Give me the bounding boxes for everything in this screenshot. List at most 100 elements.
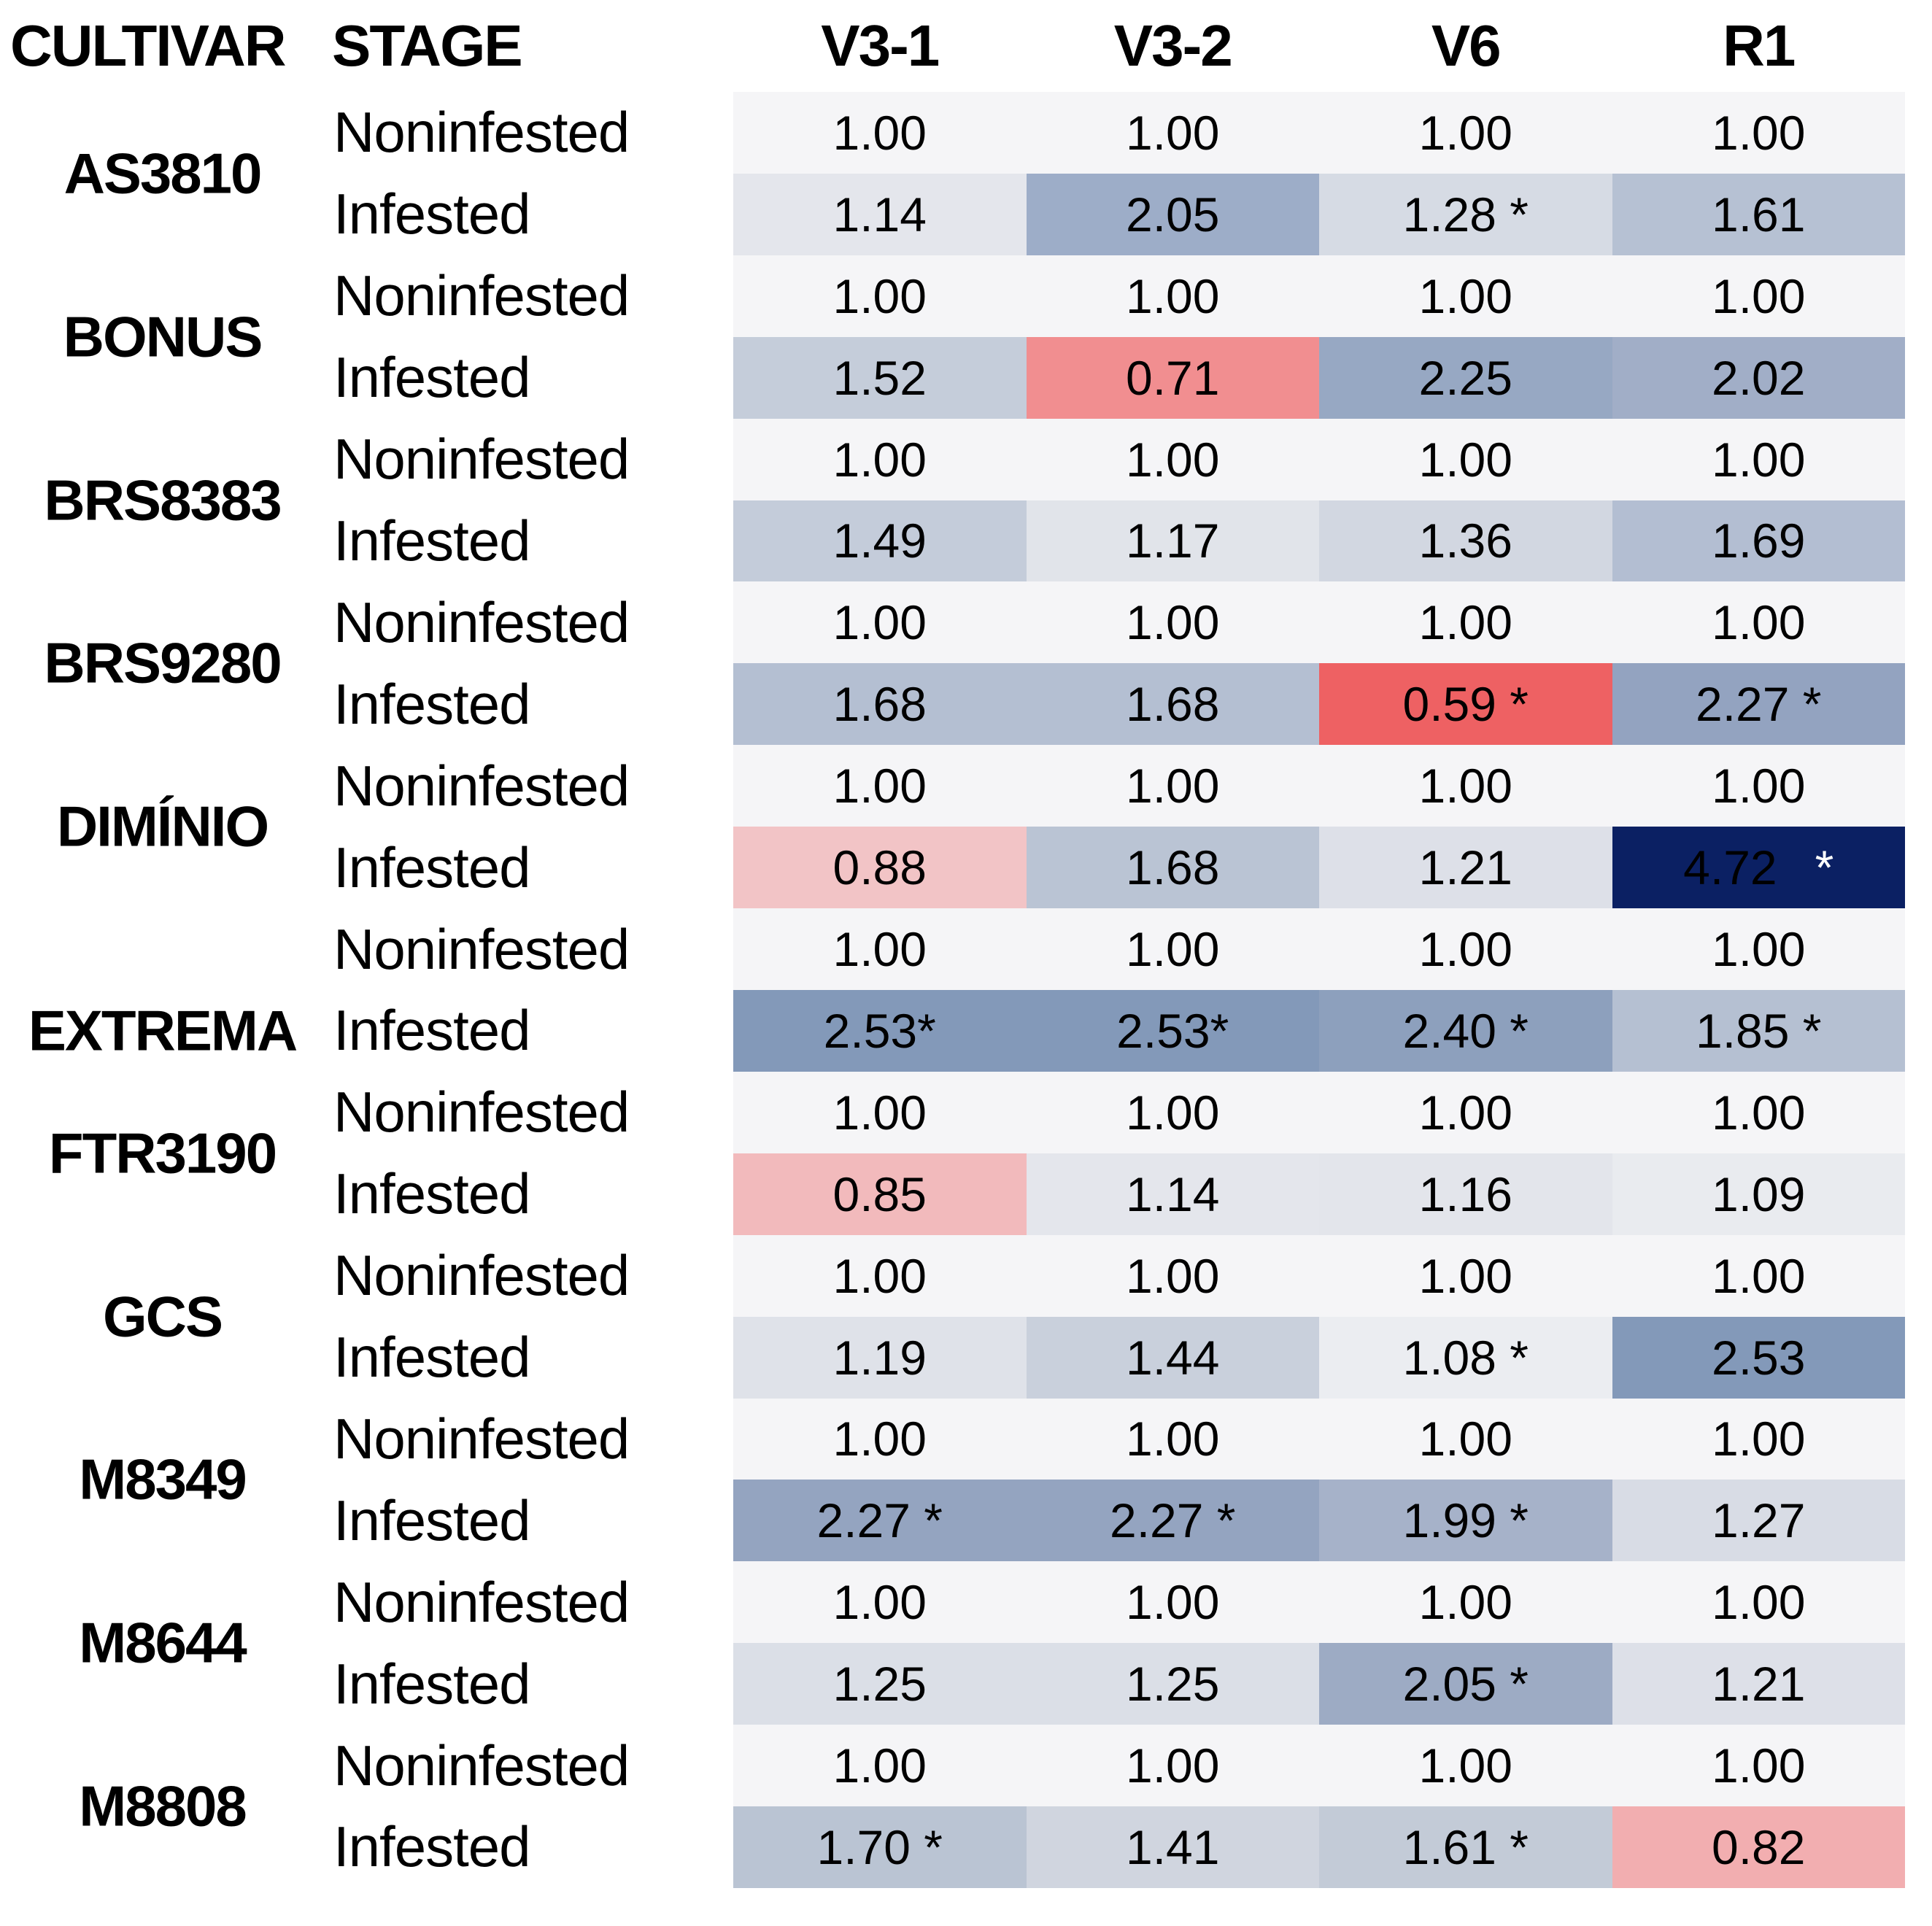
heatmap-cell: 1.41 <box>1026 1806 1319 1888</box>
heatmap-row: 1.70 * 1.41 1.61 * 0.82 <box>733 1806 1905 1888</box>
heatmap-cell: 2.25 <box>1319 336 1612 419</box>
heatmap-cell: 1.00 <box>1319 745 1612 827</box>
cultivar-label: AS3810 <box>63 141 263 206</box>
column-header-r1: R1 <box>1723 13 1796 78</box>
stage-label: Infested <box>333 1814 531 1879</box>
heatmap-cell: 1.70 * <box>733 1806 1027 1888</box>
stage-label: Infested <box>333 1161 531 1226</box>
stage-label: Infested <box>333 835 531 900</box>
cultivar-group: BRS9280 <box>0 581 325 745</box>
heatmap-cell: 1.00 <box>1026 255 1319 337</box>
heatmap-row: 1.00 1.00 1.00 1.00 <box>733 418 1905 500</box>
stage-label: Infested <box>333 182 531 247</box>
heatmap-cell: 4.72 * <box>1612 827 1905 909</box>
heatmap-cell: 2.27 * <box>1612 663 1905 746</box>
heatmap-row: 1.68 1.68 0.59 * 2.27 * <box>733 663 1905 746</box>
heatmap-row: 2.27 * 2.27 * 1.99 * 1.27 <box>733 1480 1905 1562</box>
stage-label: Noninfested <box>333 100 630 165</box>
cultivar-label: M8644 <box>79 1610 247 1675</box>
table-body: AS3810 BONUS BRS8383 BRS9280 DIMÍNIO EXTREMA F… <box>0 92 1932 1888</box>
heatmap-cell: 1.00 <box>1026 1398 1319 1480</box>
heatmap-cell: 1.00 <box>1612 418 1905 500</box>
heatmap-cell: 1.00 <box>1026 908 1319 990</box>
heatmap-cell: 1.68 <box>1026 663 1319 746</box>
heatmap-cell: 1.49 <box>733 500 1027 582</box>
heatmap-cell: 1.00 <box>733 1234 1027 1317</box>
significance-star: * <box>1815 840 1834 895</box>
heatmap-cell: 1.00 <box>1026 1725 1319 1807</box>
heatmap-cell: 1.00 <box>1319 1234 1612 1317</box>
heatmap-cell: 1.00 <box>1026 418 1319 500</box>
heatmap-cell: 1.00 <box>733 255 1027 337</box>
heatmap-cell: 1.16 <box>1319 1153 1612 1235</box>
heatmap-cell: 1.21 <box>1319 827 1612 909</box>
heatmap-cell: 1.00 <box>1612 745 1905 827</box>
heatmap-row: 1.00 1.00 1.00 1.00 <box>733 1234 1905 1317</box>
heatmap-cell: 1.00 <box>733 1398 1027 1480</box>
heatmap-row: 1.25 1.25 2.05 * 1.21 <box>733 1643 1905 1725</box>
heatmap-cell: 1.00 <box>733 1561 1027 1644</box>
heatmap-cell: 1.00 <box>1319 255 1612 337</box>
heatmap-cell: 2.27 * <box>733 1480 1027 1562</box>
stage-column-header: STAGE <box>332 13 523 78</box>
heatmap-cell: 1.00 <box>1612 1725 1905 1807</box>
cultivar-label: GCS <box>102 1284 223 1349</box>
stage-label: Infested <box>333 1325 531 1390</box>
heatmap-cell: 1.27 <box>1612 1480 1905 1562</box>
heatmap-cell: 1.00 <box>1612 908 1905 990</box>
cultivar-label: FTR3190 <box>48 1121 277 1186</box>
stage-label: Noninfested <box>333 916 630 981</box>
heatmap-cell: 1.00 <box>1319 908 1612 990</box>
stage-label: Noninfested <box>333 1569 630 1634</box>
heatmap-cell: 1.00 <box>1319 1071 1612 1153</box>
heatmap-row: 0.88 1.68 1.21 4.72 * <box>733 827 1905 909</box>
heatmap-cell: 1.00 <box>1319 418 1612 500</box>
heatmap-cell: 1.25 <box>733 1643 1027 1725</box>
cultivar-group: AS3810 <box>0 92 325 255</box>
stage-label: Noninfested <box>333 589 630 654</box>
heatmap-row: 1.00 1.00 1.00 1.00 <box>733 1398 1905 1480</box>
heatmap-cell: 1.14 <box>733 173 1027 255</box>
heatmap-cell: 1.00 <box>1026 745 1319 827</box>
cultivar-group: BONUS <box>0 255 325 419</box>
heatmap-cell: 2.40 * <box>1319 989 1612 1072</box>
heatmap-cell: 1.14 <box>1026 1153 1319 1235</box>
heatmap-cell: 1.00 <box>733 581 1027 664</box>
heatmap-cell: 1.68 <box>733 663 1027 746</box>
heatmap-cell: 2.27 * <box>1026 1480 1319 1562</box>
stage-label: Noninfested <box>333 1406 630 1471</box>
heatmap-row: 0.85 1.14 1.16 1.09 <box>733 1153 1905 1235</box>
heatmap-row: 1.00 1.00 1.00 1.00 <box>733 1071 1905 1153</box>
heatmap-row: 1.00 1.00 1.00 1.00 <box>733 1561 1905 1644</box>
heatmap-cell: 0.59 * <box>1319 663 1612 746</box>
heatmap-cell: 2.53* <box>733 989 1027 1072</box>
stage-label: Infested <box>333 1488 531 1552</box>
heatmap-cell: 1.61 <box>1612 173 1905 255</box>
heatmap-cell: 1.00 <box>733 745 1027 827</box>
heatmap-cell: 1.28 * <box>1319 173 1612 255</box>
heatmap-row: 1.00 1.00 1.00 1.00 <box>733 255 1905 337</box>
heatmap-cell: 1.61 * <box>1319 1806 1612 1888</box>
heatmap-cell: 2.53* <box>1026 989 1319 1072</box>
cell-value: 4.72 <box>1683 840 1777 895</box>
heatmap-cell: 2.53 <box>1612 1316 1905 1399</box>
heatmap-cell: 1.68 <box>1026 827 1319 909</box>
heatmap-row: 2.53* 2.53* 2.40 * 1.85 * <box>733 989 1905 1072</box>
stage-label: Noninfested <box>333 1080 630 1145</box>
heatmap-cell: 1.00 <box>733 418 1027 500</box>
cultivar-group: FTR3190 <box>0 1072 325 1235</box>
stage-label: Noninfested <box>333 1733 630 1798</box>
heatmap-cell: 1.00 <box>1026 1071 1319 1153</box>
cultivar-group: DIMÍNIO <box>0 745 325 908</box>
heatmap-row: 1.00 1.00 1.00 1.00 <box>733 92 1905 174</box>
heatmap-cell: 1.00 <box>733 908 1027 990</box>
column-header-v6: V6 <box>1431 13 1502 78</box>
cultivar-group: M8808 <box>0 1725 325 1888</box>
cultivar-label: M8349 <box>79 1447 247 1512</box>
heatmap-cell: 1.36 <box>1319 500 1612 582</box>
stage-label: Infested <box>333 998 531 1063</box>
stage-label: Noninfested <box>333 1243 630 1308</box>
stage-label: Infested <box>333 671 531 736</box>
heatmap-row: 1.52 0.71 2.25 2.02 <box>733 336 1905 419</box>
